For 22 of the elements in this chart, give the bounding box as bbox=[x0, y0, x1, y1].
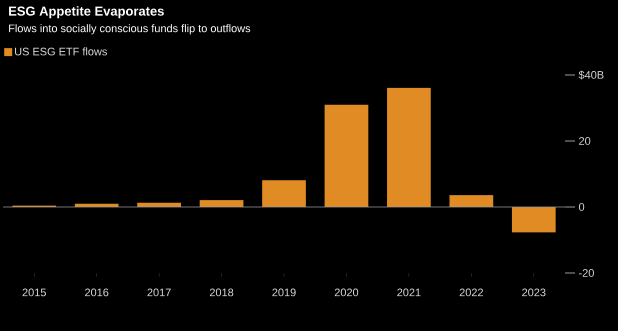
bar bbox=[512, 207, 556, 232]
x-tick-label: 2022 bbox=[460, 288, 483, 296]
bar bbox=[262, 180, 306, 208]
chart-subtitle: Flows into socially conscious funds flip to outflows bbox=[9, 24, 250, 34]
x-tick-label: 2019 bbox=[272, 288, 296, 296]
y-tick-label: 20 bbox=[579, 137, 590, 145]
bar bbox=[324, 104, 368, 208]
y-tick-label: -20 bbox=[579, 269, 594, 277]
bar bbox=[387, 88, 431, 208]
chart-title: ESG Appetite Evaporates bbox=[9, 6, 164, 18]
y-tick-label: $40B bbox=[578, 70, 604, 80]
x-tick-label: 2023 bbox=[522, 288, 546, 296]
x-tick-label: 2020 bbox=[334, 288, 358, 296]
legend-label: US ESG ETF flows bbox=[15, 47, 107, 56]
x-tick-label: 2018 bbox=[210, 288, 234, 296]
x-tick-label: 2017 bbox=[147, 288, 171, 296]
bar bbox=[449, 195, 494, 208]
x-tick-label: 2021 bbox=[397, 288, 421, 296]
y-tick-label: 0 bbox=[578, 203, 584, 211]
x-tick-label: 2015 bbox=[22, 288, 46, 296]
x-tick-label: 2016 bbox=[85, 288, 108, 296]
bar bbox=[200, 200, 244, 208]
